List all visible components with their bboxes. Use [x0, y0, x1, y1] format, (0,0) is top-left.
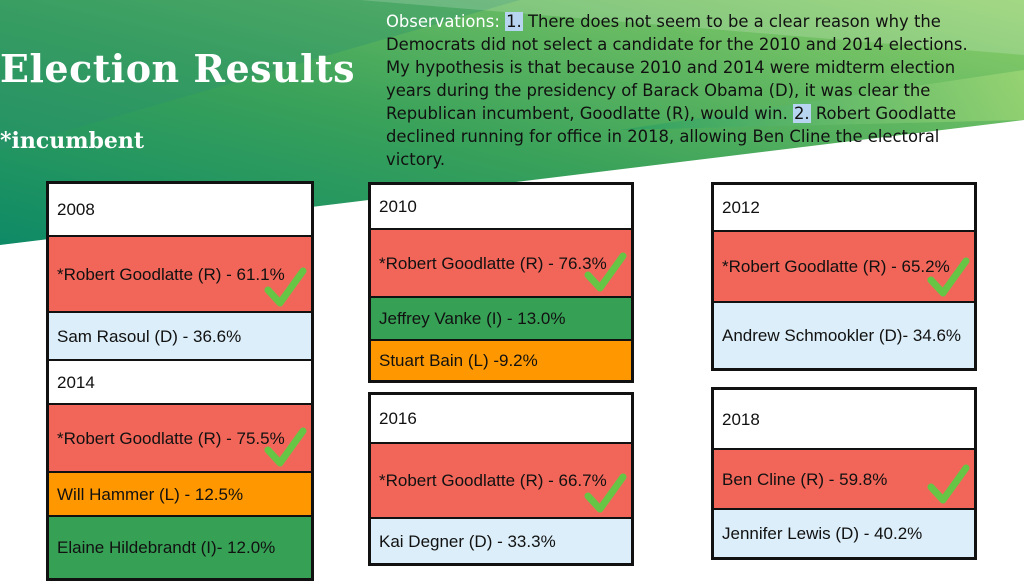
year-2008: 2008 [49, 184, 311, 237]
observation-2-text: Robert Goodlatte declined running for of… [386, 104, 957, 169]
candidate-label: *Robert Goodlatte (R) - 61.1% [57, 264, 285, 284]
candidate-label: *Robert Goodlatte (R) - 76.3% [379, 253, 607, 273]
check-icon [584, 252, 627, 292]
check-icon [927, 257, 970, 297]
check-icon [584, 473, 627, 513]
candidate-row-2012: Andrew Schmookler (D)- 34.6% [714, 303, 974, 368]
results-card-2018: 2018 Ben Cline (R) - 59.8% Jennifer Lewi… [711, 387, 977, 560]
candidate-row-2010: Jeffrey Vanke (I) - 13.0% [371, 298, 631, 341]
candidate-label: Ben Cline (R) - 59.8% [722, 469, 888, 489]
year-2016: 2016 [371, 395, 631, 444]
observations-label: Observations: [386, 12, 500, 31]
results-card-2016: 2016 *Robert Goodlatte (R) - 66.7% Kai D… [368, 392, 634, 566]
candidate-label: Stuart Bain (L) -9.2% [379, 351, 538, 370]
candidate-row-2016: Kai Degner (D) - 33.3% [371, 519, 631, 563]
year-2012: 2012 [714, 185, 974, 232]
observations-text: Observations: 1. There does not seem to … [386, 10, 986, 171]
candidate-row-2010-winner: *Robert Goodlatte (R) - 76.3% [371, 230, 631, 298]
candidate-row-2016-winner: *Robert Goodlatte (R) - 66.7% [371, 444, 631, 519]
candidate-label: Andrew Schmookler (D)- 34.6% [722, 326, 962, 345]
results-card-2008-2014: 2008 *Robert Goodlatte (R) - 61.1% Sam R… [46, 181, 314, 581]
check-icon [264, 267, 307, 307]
candidate-row-2014-winner: *Robert Goodlatte (R) - 75.5% [49, 405, 311, 473]
candidate-label: Jennifer Lewis (D) - 40.2% [722, 524, 923, 543]
results-card-2012: 2012 *Robert Goodlatte (R) - 65.2% Andre… [711, 182, 977, 371]
candidate-label: *Robert Goodlatte (R) - 65.2% [722, 257, 950, 276]
results-card-2010: 2010 *Robert Goodlatte (R) - 76.3% Jeffr… [368, 182, 634, 383]
candidate-row-2018-winner: Ben Cline (R) - 59.8% [714, 450, 974, 510]
candidate-row-2010: Stuart Bain (L) -9.2% [371, 341, 631, 380]
candidate-label: *Robert Goodlatte (R) - 66.7% [379, 471, 607, 490]
candidate-label: Jeffrey Vanke (I) - 13.0% [379, 309, 566, 328]
candidate-row-2018: Jennifer Lewis (D) - 40.2% [714, 510, 974, 557]
observation-number-1: 1. [505, 12, 523, 31]
observation-1-text: There does not seem to be a clear reason… [386, 12, 968, 123]
year-2014: 2014 [49, 361, 311, 405]
candidate-row-2012-winner: *Robert Goodlatte (R) - 65.2% [714, 232, 974, 303]
slide-title: Election Results [0, 46, 356, 91]
year-2018: 2018 [714, 390, 974, 450]
candidate-label: *Robert Goodlatte (R) - 75.5% [57, 428, 285, 448]
candidate-row-2014: Will Hammer (L) - 12.5% [49, 473, 311, 517]
year-2010: 2010 [371, 185, 631, 230]
candidate-label: Sam Rasoul (D) - 36.6% [57, 326, 242, 346]
candidate-label: Kai Degner (D) - 33.3% [379, 531, 556, 551]
incumbent-note: *incumbent [0, 128, 145, 154]
check-icon [927, 464, 970, 504]
check-icon [264, 427, 307, 467]
observation-number-2: 2. [793, 104, 811, 123]
candidate-row-2008: Sam Rasoul (D) - 36.6% [49, 313, 311, 361]
candidate-row-2014: Elaine Hildebrandt (I)- 12.0% [49, 517, 311, 578]
candidate-row-2008-winner: *Robert Goodlatte (R) - 61.1% [49, 237, 311, 313]
candidate-label: Will Hammer (L) - 12.5% [57, 484, 244, 504]
candidate-label: Elaine Hildebrandt (I)- 12.0% [57, 538, 276, 557]
